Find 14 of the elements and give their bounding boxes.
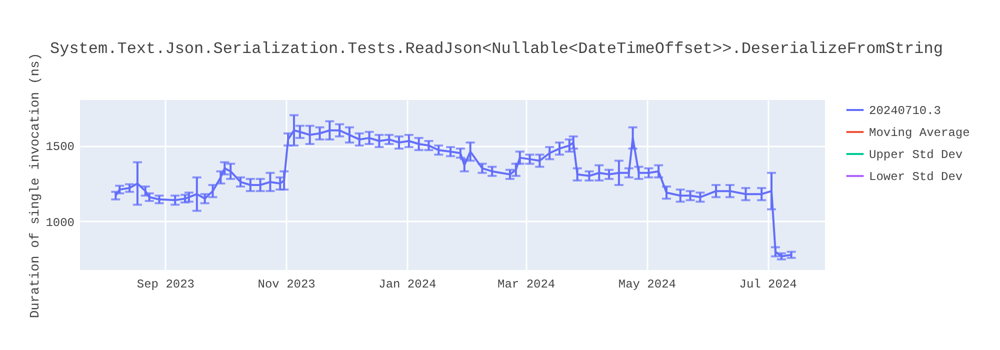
x-tick-label: Jan 2024 [378, 278, 436, 292]
y-tick-label: 1500 [46, 140, 74, 154]
legend-label: Lower Std Dev [869, 170, 963, 184]
x-tick-label: Sep 2023 [136, 278, 195, 292]
y-tick-label: 1000 [46, 216, 74, 230]
x-tick-label: May 2024 [618, 278, 676, 292]
y-axis-title: Duration of single invocation (ns) [28, 52, 43, 318]
legend-label: Moving Average [869, 126, 970, 140]
legend-label: 20240710.3 [869, 104, 942, 118]
x-tick-label: Nov 2023 [258, 278, 316, 292]
chart-title: System.Text.Json.Serialization.Tests.ReadJson<Nullable<DateTimeOffset>>.DeserializeFromString [50, 40, 943, 58]
x-tick-label: Jul 2024 [739, 278, 797, 292]
x-tick-label: Mar 2024 [498, 278, 556, 292]
legend-label: Upper Std Dev [869, 148, 963, 162]
